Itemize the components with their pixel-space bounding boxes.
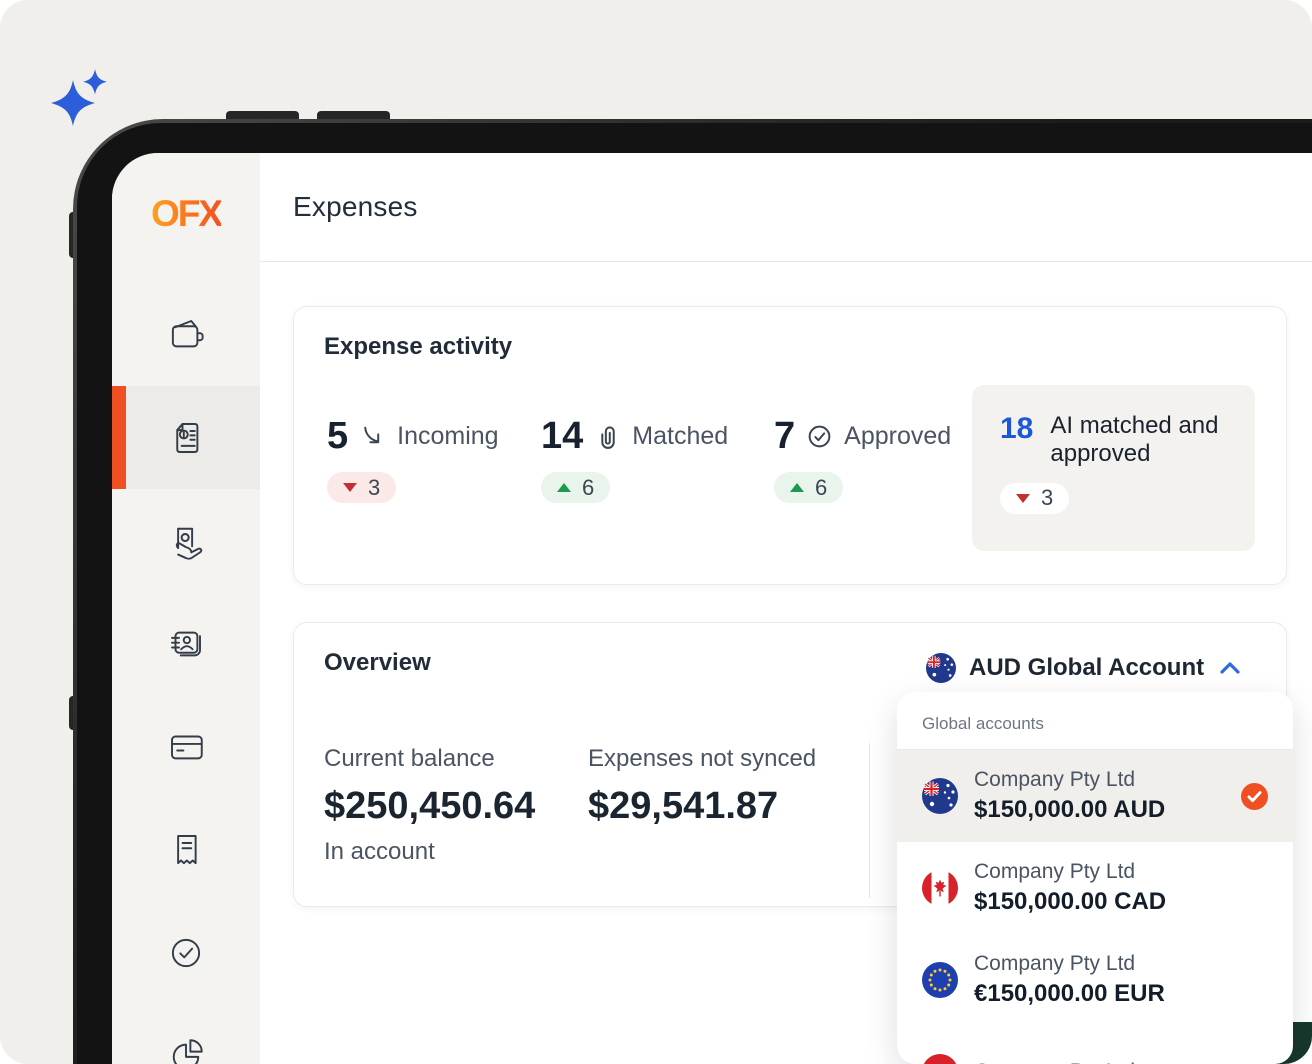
sidebar: OFX [112,153,261,1064]
recipients-card-icon [171,631,201,656]
sidebar-item-recipients[interactable] [112,592,260,695]
stat-label: Matched [632,421,729,450]
australia-flag-icon [922,778,958,814]
expense-receipt-icon [176,422,199,453]
page-header: Expenses [260,153,1312,262]
triangle-down-icon [1016,493,1030,503]
page-title: Expenses [293,191,418,222]
vertical-divider [869,743,870,898]
account-selector-label: AUD Global Account [969,654,1205,681]
incoming-arrow-icon [364,426,380,443]
metric-value: $250,450.64 [324,785,536,827]
account-option-partial[interactable]: Company Pty Ltd [897,1026,1293,1064]
stat-approved: 7 Approved 6 [774,417,951,503]
highlight-label: AI matched and approved [1050,412,1219,468]
sidebar-item-wallet[interactable] [112,283,260,386]
triangle-down-icon [343,483,357,492]
delta-badge-up: 6 [541,472,611,503]
account-name: Company Pty Ltd [974,1060,1135,1064]
account-selector[interactable]: AUD Global Account [926,653,1243,683]
sidebar-item-receipts[interactable] [112,798,260,901]
stat-matched: 14 Matched 6 [541,417,728,503]
account-name: Company Pty Ltd [974,952,1136,975]
receipt-icon [177,834,197,864]
delta-badge-up: 6 [774,472,844,503]
metric-current-balance: Current balance $250,450.64 In account [324,745,535,866]
sidebar-item-reports[interactable] [112,1004,260,1064]
divider [897,749,1293,750]
highlight-value: 18 [1000,412,1034,445]
delta-value: 3 [1041,485,1054,511]
stat-label: Approved [844,421,952,450]
selected-check-icon [1241,782,1268,810]
expense-activity-card: Expense activity 5 Incoming 3 [293,306,1287,585]
global-accounts-dropdown: Global accounts [897,692,1293,1064]
approved-check-icon [808,425,831,447]
sidebar-item-expenses[interactable] [112,386,260,489]
canada-flag-icon [922,870,958,906]
ofx-logo: OFX [151,193,223,234]
triangle-up-icon [557,483,571,492]
pie-chart-icon [172,1038,203,1064]
australia-flag-icon [926,653,956,683]
metric-label: Expenses not synced [588,745,817,772]
stat-value: 7 [774,415,796,457]
triangle-up-icon [790,483,804,492]
stat-incoming: 5 Incoming 3 [327,417,499,503]
account-option-cad[interactable]: Company Pty Ltd $150,000.00 CAD [897,842,1293,934]
check-circle-icon [171,938,201,967]
ai-matched-highlight: 18 AI matched and approved 3 [972,385,1255,551]
sidebar-item-cards[interactable] [112,695,260,798]
metric-note: In account [324,838,435,865]
credit-card-icon [171,735,203,759]
stat-label: Incoming [397,421,499,450]
device-screen: OFX [112,153,1312,1064]
delta-value: 6 [815,474,828,500]
delta-value: 6 [582,474,595,500]
metric-expenses-not-synced: Expenses not synced $29,541.87 [588,745,816,828]
account-option-aud[interactable]: Company Pty Ltd $150,000.00 AUD [897,750,1293,842]
sidebar-item-approvals[interactable] [112,901,260,1004]
eu-flag-icon [922,962,958,998]
card-title: Expense activity [324,333,513,360]
account-balance: $150,000.00 AUD [974,796,1166,823]
delta-badge-down: 3 [327,472,397,503]
sparkle-stars-icon [51,69,107,126]
delta-value: 3 [368,474,381,500]
stat-value: 5 [327,415,349,457]
main-content: Expenses Expense activity 5 Incoming [260,153,1312,1064]
account-balance: $150,000.00 CAD [974,888,1167,915]
delta-badge-down: 3 [1000,482,1070,514]
account-balance: €150,000.00 EUR [974,980,1165,1007]
chevron-up-icon [1220,662,1240,674]
metric-label: Current balance [324,745,495,772]
stat-value: 14 [541,415,584,457]
card-title: Overview [324,649,431,676]
dropdown-header: Global accounts [922,714,1044,733]
paperclip-icon [601,425,615,449]
pay-money-icon [175,527,203,560]
account-name: Company Pty Ltd [974,860,1136,883]
red-flag-icon [923,1054,957,1064]
metric-value: $29,541.87 [588,785,779,827]
sidebar-item-pay[interactable] [112,489,260,592]
account-name: Company Pty Ltd [974,768,1136,791]
wallet-icon [171,319,204,347]
account-option-eur[interactable]: Company Pty Ltd €150,000.00 EUR [897,934,1293,1026]
